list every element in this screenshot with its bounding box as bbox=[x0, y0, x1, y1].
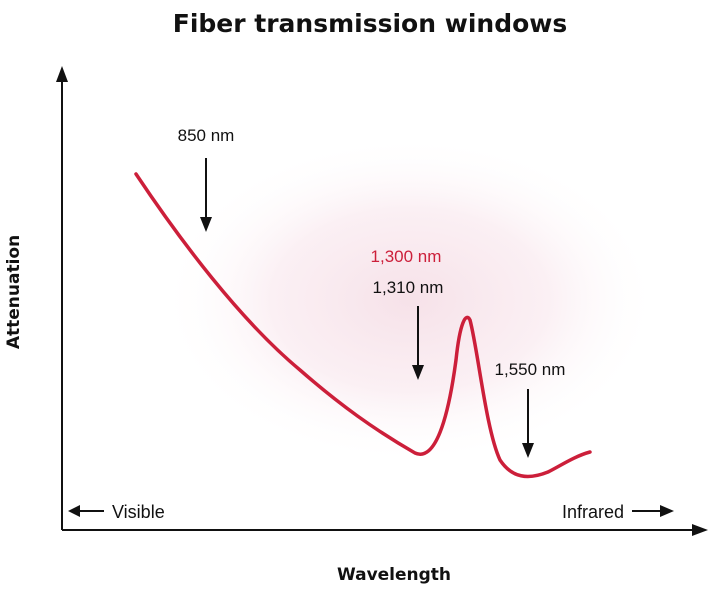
y-axis-label: Attenuation bbox=[4, 235, 24, 349]
x-axis-arrowhead bbox=[692, 524, 708, 536]
background-glow bbox=[160, 135, 660, 465]
visible-label: Visible bbox=[112, 502, 165, 522]
visible-arrow-icon bbox=[68, 505, 80, 517]
x-axis-label: Wavelength bbox=[337, 565, 451, 585]
attenuation-curve bbox=[134, 172, 592, 479]
arrow-850nm-head bbox=[200, 217, 212, 232]
y-axis-arrowhead bbox=[56, 66, 68, 82]
infrared-label: Infrared bbox=[562, 502, 624, 522]
label-1310nm: 1,310 nm bbox=[373, 278, 444, 297]
diagram-title: Fiber transmission windows bbox=[173, 9, 568, 38]
arrow-1310nm-head bbox=[412, 365, 424, 380]
label-850nm: 850 nm bbox=[178, 126, 235, 145]
label-1300nm: 1,300 nm bbox=[371, 247, 442, 266]
label-1550nm: 1,550 nm bbox=[495, 360, 566, 379]
arrow-1550nm-head bbox=[522, 443, 534, 458]
infrared-arrow-icon bbox=[660, 505, 674, 517]
